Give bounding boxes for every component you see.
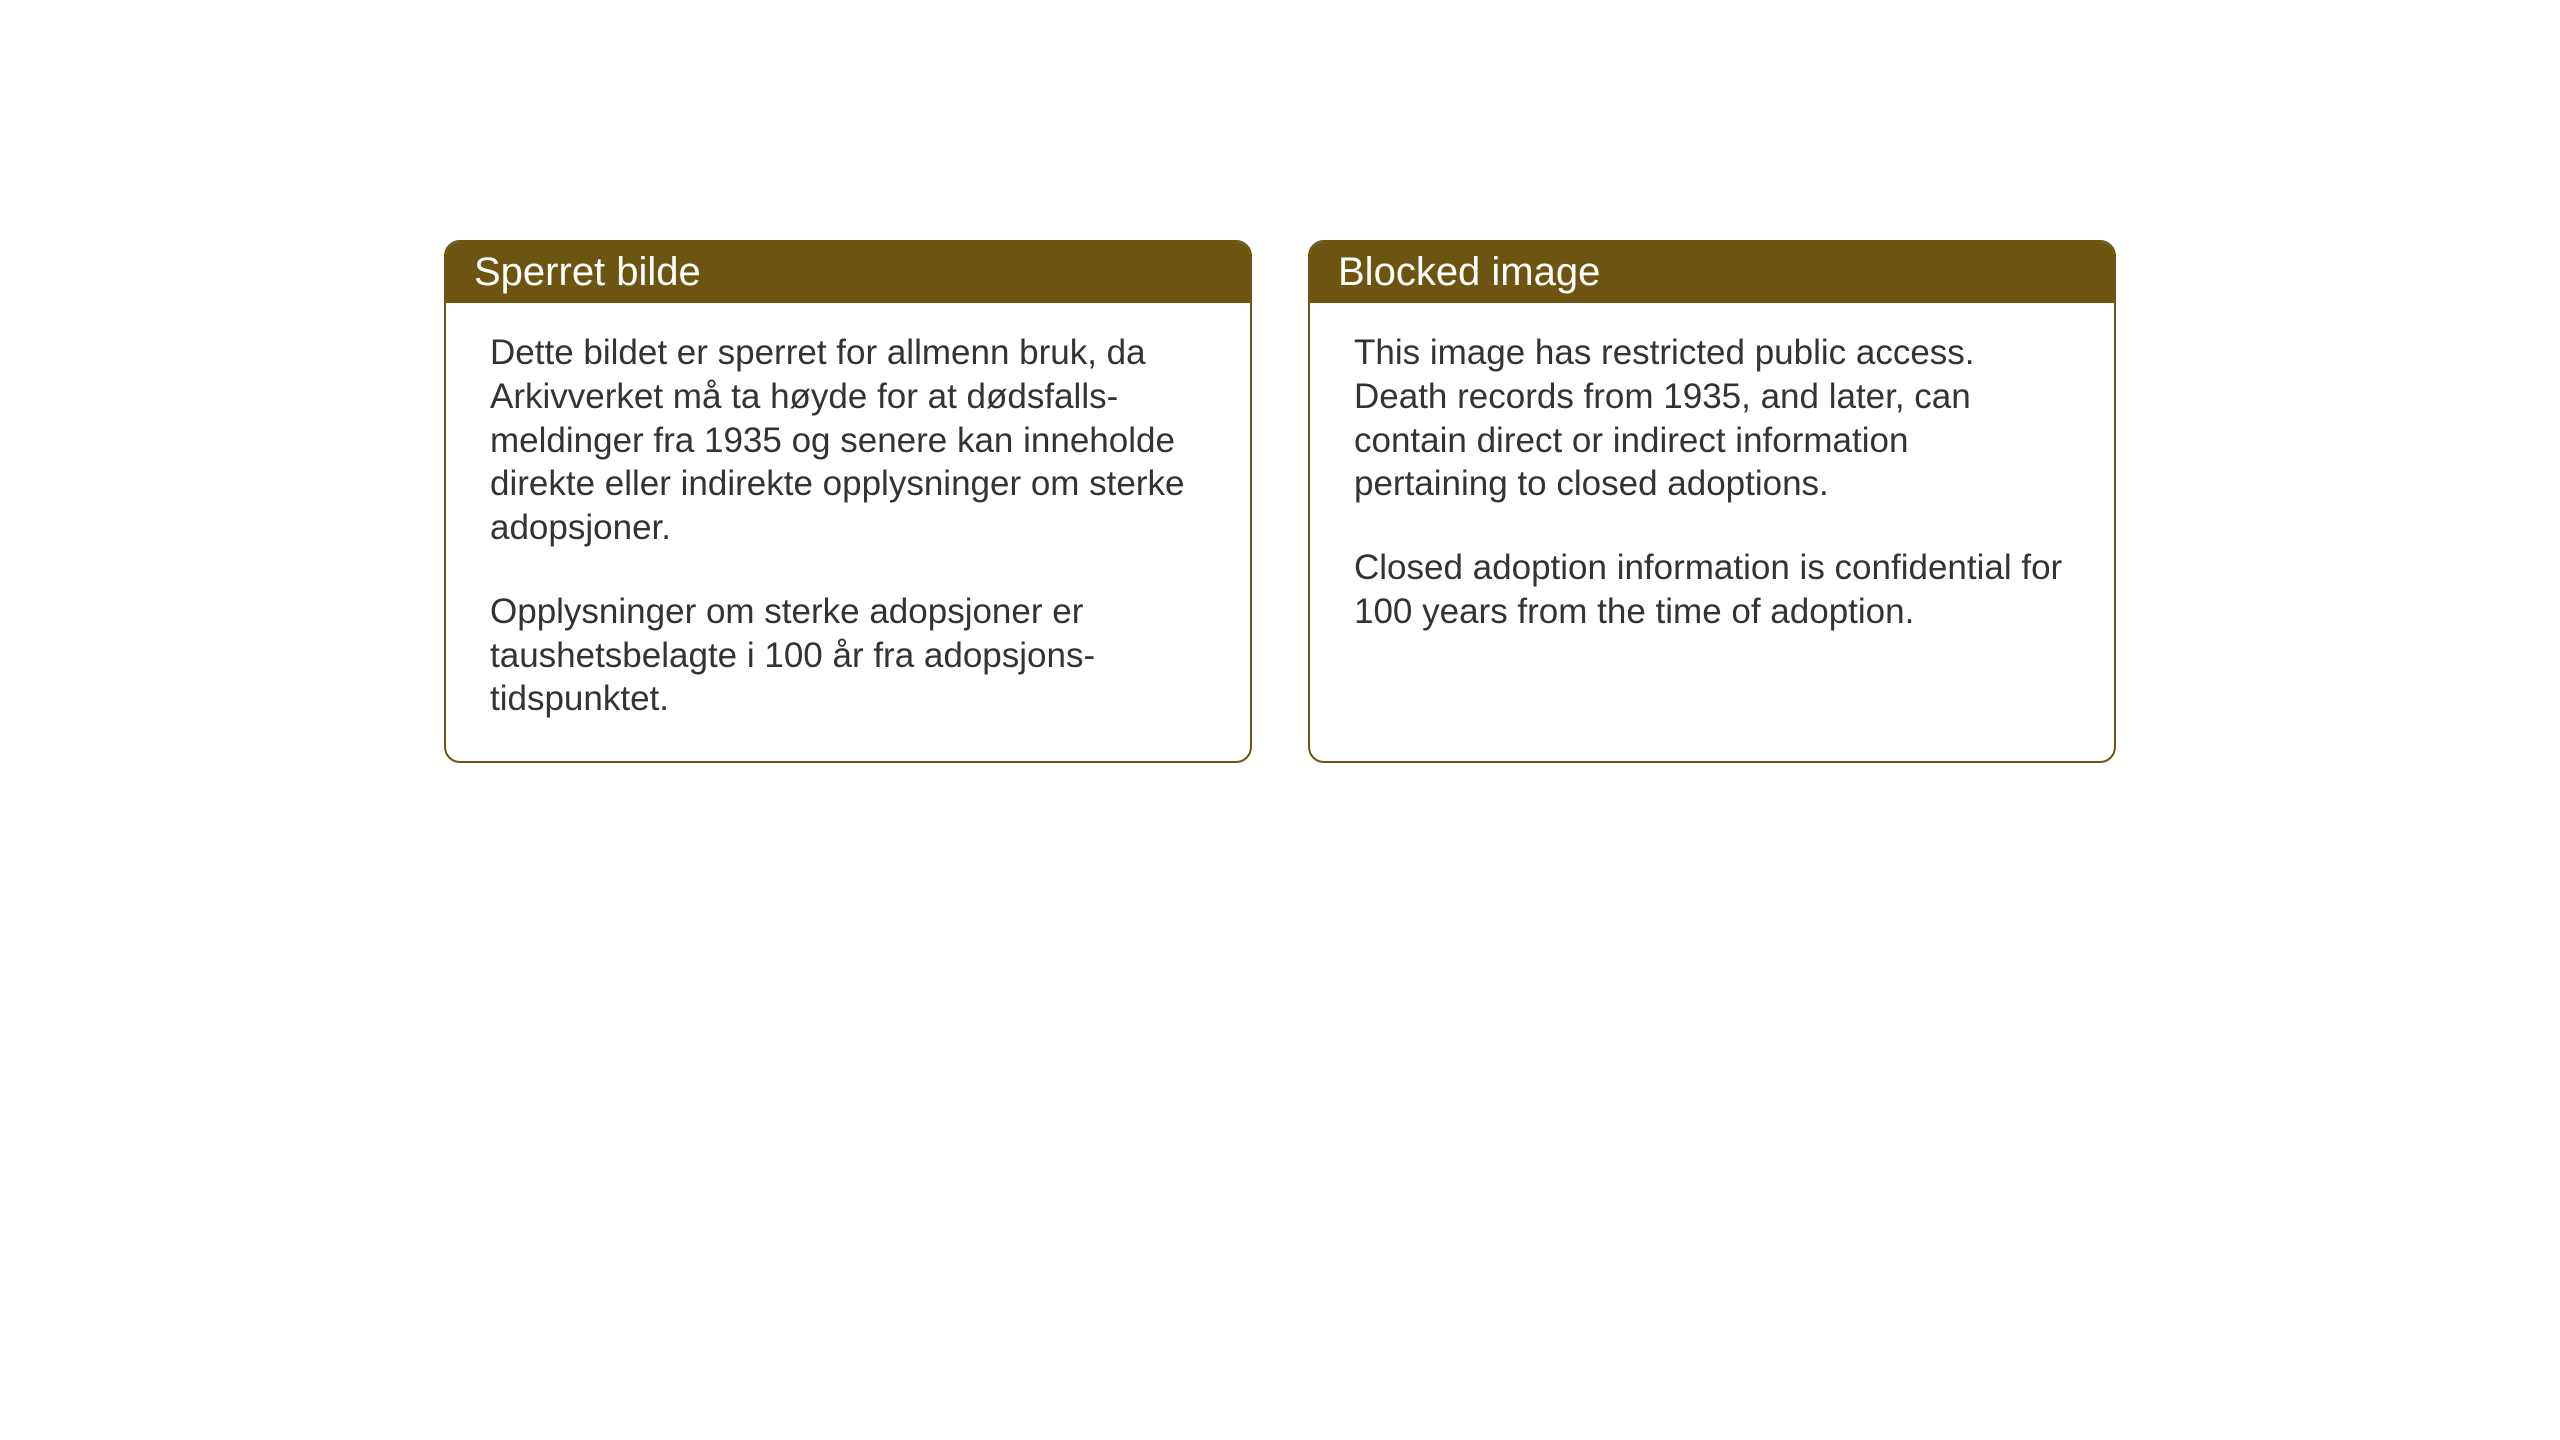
notice-card-english: Blocked image This image has restricted … <box>1308 240 2116 763</box>
card-header-english: Blocked image <box>1310 242 2114 303</box>
card-header-norwegian: Sperret bilde <box>446 242 1250 303</box>
paragraph-english-1: This image has restricted public access.… <box>1354 331 2070 506</box>
card-title-english: Blocked image <box>1338 250 1600 294</box>
paragraph-norwegian-1: Dette bildet er sperret for allmenn bruk… <box>490 331 1206 550</box>
card-title-norwegian: Sperret bilde <box>474 250 701 294</box>
notice-container: Sperret bilde Dette bildet er sperret fo… <box>444 240 2116 763</box>
card-body-english: This image has restricted public access.… <box>1310 303 2114 674</box>
notice-card-norwegian: Sperret bilde Dette bildet er sperret fo… <box>444 240 1252 763</box>
paragraph-norwegian-2: Opplysninger om sterke adopsjoner er tau… <box>490 590 1206 721</box>
paragraph-english-2: Closed adoption information is confident… <box>1354 546 2070 634</box>
card-body-norwegian: Dette bildet er sperret for allmenn bruk… <box>446 303 1250 761</box>
